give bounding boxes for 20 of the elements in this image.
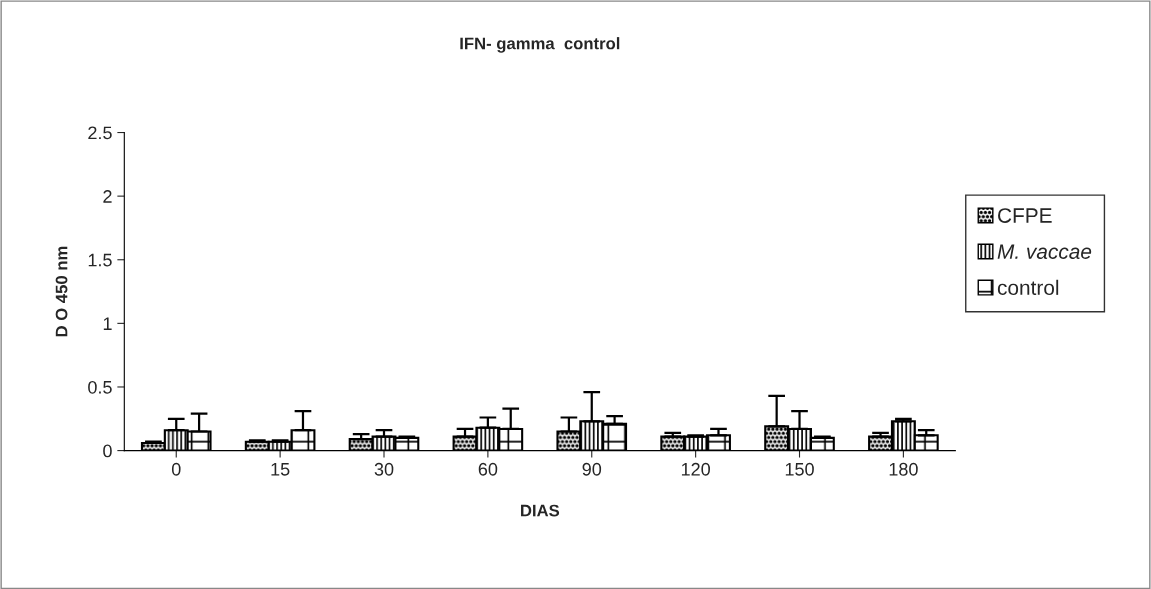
legend-label: CFPE — [998, 208, 1052, 223]
y-tick-label: 0 — [103, 444, 112, 458]
x-tick-label: 180 — [889, 462, 918, 476]
legend-label: M. vaccae — [997, 244, 1092, 259]
legend-label: control — [997, 279, 1059, 296]
x-tick-label: 0 — [171, 462, 181, 476]
x-tick-label: 60 — [478, 462, 498, 476]
y-tick-label: 2.5 — [88, 126, 112, 140]
y-tick-label: 1.5 — [88, 253, 112, 267]
x-tick-label: 90 — [582, 462, 602, 476]
x-tick-label: 15 — [271, 463, 290, 476]
x-tick-label: 120 — [681, 462, 710, 476]
chart-title: IFN- gamma control — [460, 37, 620, 53]
y-tick-label: 2 — [103, 190, 112, 203]
x-tick-label: 30 — [374, 462, 394, 476]
y-tick-label: 0.5 — [88, 380, 112, 394]
x-axis-title: DIAS — [521, 504, 560, 517]
y-axis-title: D O 450 nm — [55, 246, 68, 337]
x-tick-label: 150 — [785, 462, 814, 476]
y-tick-label: 1 — [103, 317, 112, 330]
